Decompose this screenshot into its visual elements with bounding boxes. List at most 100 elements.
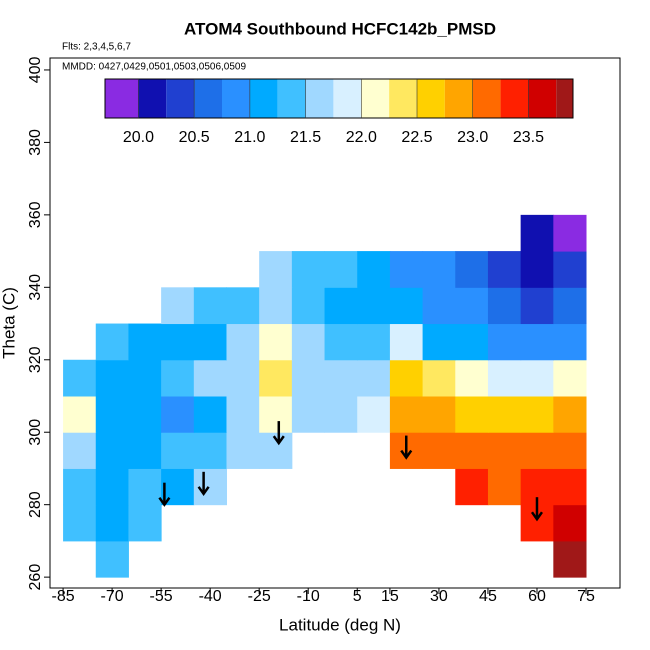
plot-frame	[49, 57, 621, 589]
heat-cell	[291, 359, 326, 397]
heat-cell	[128, 432, 162, 469]
heat-cell	[259, 323, 293, 361]
heat-cell	[161, 323, 195, 361]
heat-cell	[553, 468, 587, 506]
heat-cell	[128, 504, 162, 542]
x-tick-label: -25	[248, 588, 271, 605]
heat-cell	[63, 504, 97, 542]
x-tick-label: 30	[430, 588, 448, 605]
arrow	[197, 471, 210, 496]
heat-cell	[520, 323, 554, 361]
heat-cell	[422, 359, 456, 397]
heat-cell	[553, 323, 587, 361]
heat-cell	[95, 540, 129, 578]
colorbar-tick-label: 23.5	[513, 129, 544, 146]
heat-cell	[161, 468, 195, 506]
chart-title: ATOM4 Southbound HCFC142b_PMSD	[184, 19, 496, 38]
heat-cell	[455, 395, 489, 433]
arrow-part	[530, 511, 544, 522]
colorbar-swatch	[444, 79, 473, 118]
colorbar-swatch	[500, 79, 529, 118]
heat-cell	[291, 251, 326, 288]
y-axis-label: Theta (C)	[0, 287, 18, 359]
heat-cell	[389, 251, 424, 288]
heat-cell	[128, 395, 162, 433]
heat-cell	[553, 287, 587, 325]
arrow	[400, 435, 413, 460]
colorbar-tick-label: 21.0	[234, 129, 265, 146]
x-tick-label: -70	[101, 588, 124, 605]
arrow-part	[197, 486, 210, 496]
heat-cell	[226, 432, 260, 469]
heat-cell	[389, 359, 424, 397]
heat-cell	[259, 287, 293, 325]
heat-cell	[553, 214, 587, 252]
heat-cell	[324, 395, 358, 433]
colorbar-tick-label: 20.5	[179, 129, 210, 146]
heat-cell	[455, 287, 489, 325]
heat-cell	[553, 359, 587, 397]
colorbar-swatch	[361, 79, 390, 118]
heat-cell	[357, 359, 391, 397]
heat-cell	[487, 468, 522, 506]
heat-cell	[193, 395, 227, 433]
colorbar-swatch	[556, 79, 573, 118]
x-tick-label: 5	[353, 588, 362, 605]
y-tick-label: 400	[27, 57, 44, 84]
heat-cell	[422, 323, 456, 361]
heat-cell	[357, 287, 391, 325]
arrow-part	[158, 496, 171, 507]
heat-cell	[487, 323, 522, 361]
subtitle: Flts: 2,3,4,5,6,7	[62, 42, 131, 53]
colorbar-swatch	[472, 79, 501, 118]
heat-cell	[553, 504, 587, 542]
heat-cell	[259, 395, 293, 433]
heat-cell	[259, 359, 293, 397]
x-tick-label: 60	[528, 588, 546, 605]
heat-cell	[357, 395, 391, 433]
heat-cell	[95, 432, 129, 469]
arrow	[158, 482, 171, 507]
x-tick-label: -10	[297, 588, 320, 605]
heat-cell	[193, 432, 227, 469]
heat-cell	[63, 432, 97, 469]
colorbar-swatch	[138, 79, 167, 118]
heat-cell	[95, 359, 129, 397]
x-tick-label: 75	[577, 588, 595, 605]
y-tick-label: 360	[27, 201, 44, 228]
arrow-part	[400, 449, 413, 460]
arrow-part	[272, 435, 285, 446]
heat-cell	[553, 251, 587, 288]
heat-cell	[63, 395, 97, 433]
heat-cell	[389, 287, 424, 325]
heat-cell	[161, 432, 195, 469]
heat-cell	[63, 468, 97, 506]
heat-cell	[487, 287, 522, 325]
heat-cell	[455, 359, 489, 397]
heat-cell	[161, 287, 195, 325]
heat-cell	[95, 468, 129, 506]
heat-cell	[553, 540, 587, 578]
heat-cell	[520, 432, 554, 469]
x-axis-label: Latitude (deg N)	[279, 615, 401, 634]
colorbar-swatch	[249, 79, 278, 118]
heat-cell	[422, 432, 456, 469]
colorbar-tick-label: 23.0	[457, 129, 488, 146]
y-tick-label: 340	[27, 274, 44, 301]
heat-cell	[520, 395, 554, 433]
heat-cell	[63, 359, 97, 397]
heat-cell	[95, 395, 129, 433]
y-tick-label: 300	[27, 419, 44, 446]
heat-cell	[324, 323, 358, 361]
colorbar-swatch	[333, 79, 362, 118]
heat-cell	[291, 287, 326, 325]
heat-cell	[226, 359, 260, 397]
x-tick-label: -55	[150, 588, 173, 605]
heat-cell	[455, 432, 489, 469]
heat-cell	[389, 323, 424, 361]
y-tick-label: 380	[27, 129, 44, 156]
heat-cell	[226, 395, 260, 433]
colorbar-swatch	[194, 79, 222, 118]
heat-cell	[324, 287, 358, 325]
